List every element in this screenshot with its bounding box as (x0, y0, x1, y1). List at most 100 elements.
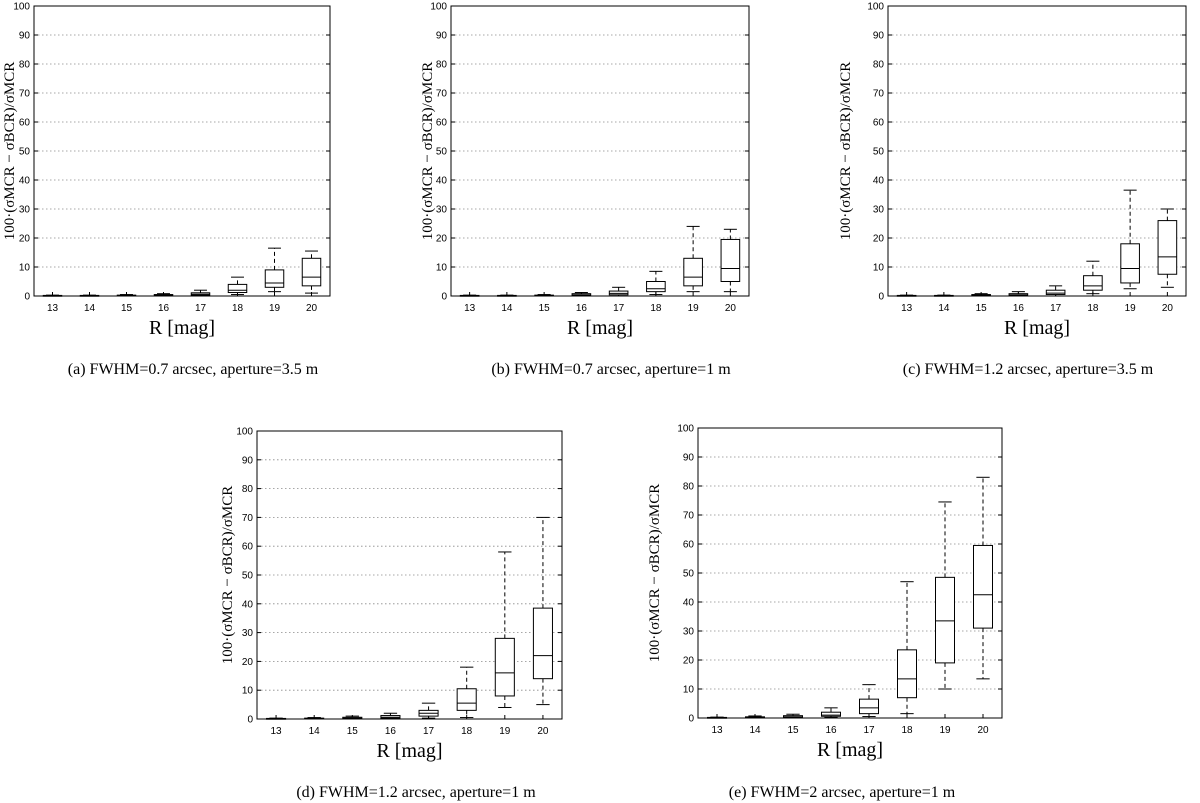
box-18 (227, 276, 248, 296)
x-tick-label: 15 (347, 726, 359, 737)
y-tick-label: 50 (19, 147, 31, 158)
box-17 (190, 289, 211, 297)
y-tick-label: 0 (441, 292, 447, 303)
y-tick-label: 50 (242, 571, 254, 582)
x-tick-label: 20 (725, 303, 737, 314)
x-tick-label: 20 (1162, 303, 1174, 314)
box-19 (935, 501, 955, 690)
chart-panel-b: 0 10 20 30 40 50 60 70 80 90 100 13 14 15 16 17 18 19 20 R … (420, 2, 750, 378)
panel-caption: (e) FWHM=2 arcsec, aperture=1 m (729, 784, 956, 801)
iqr-box (1120, 243, 1140, 284)
y-tick-label: 40 (873, 176, 885, 187)
y-tick-label: 50 (873, 147, 885, 158)
box-16 (1008, 291, 1029, 297)
box-19 (1120, 189, 1140, 290)
x-tick-label: 18 (1087, 303, 1099, 314)
iqr-box (973, 544, 993, 629)
x-tick-label: 13 (464, 303, 476, 314)
box-20 (1157, 208, 1178, 288)
y-tick-label: 90 (19, 31, 31, 42)
box-13 (459, 294, 480, 297)
box-20 (301, 250, 322, 294)
y-tick-label: 90 (683, 453, 695, 464)
box-20 (973, 476, 993, 680)
y-tick-label: 20 (242, 657, 254, 668)
x-tick-label: 20 (977, 725, 989, 736)
y-tick-label: 80 (242, 484, 254, 495)
box-15 (116, 294, 137, 297)
box-17 (859, 684, 879, 718)
y-tick-label: 0 (878, 292, 884, 303)
y-tick-label: 80 (436, 60, 448, 71)
y-tick-label: 100 (677, 424, 694, 435)
x-axis-label: R [mag] (1004, 317, 1070, 339)
box-17 (418, 702, 439, 719)
x-tick-label: 16 (385, 726, 397, 737)
y-tick-label: 80 (19, 60, 31, 71)
y-tick-label: 70 (436, 89, 448, 100)
y-tick-label: 30 (436, 205, 448, 216)
box-14 (934, 294, 954, 297)
x-tick-label: 15 (787, 725, 799, 736)
panel-caption: (d) FWHM=1.2 arcsec, aperture=1 m (296, 784, 536, 801)
x-tick-label: 17 (195, 303, 207, 314)
box-19 (264, 247, 285, 293)
panel-caption: (b) FWHM=0.7 arcsec, aperture=1 m (491, 361, 731, 378)
x-axis-label: R [mag] (149, 317, 215, 339)
y-tick-label: 60 (873, 118, 885, 129)
y-tick-label: 40 (242, 599, 254, 610)
x-axis-label: R [mag] (567, 317, 633, 339)
y-tick-label: 100 (236, 427, 253, 438)
y-tick-label: 60 (19, 118, 31, 129)
y-tick-label: 10 (242, 686, 254, 697)
y-tick-label: 30 (242, 628, 254, 639)
y-tick-label: 90 (873, 31, 885, 42)
x-tick-label: 17 (613, 303, 625, 314)
y-tick-label: 80 (683, 482, 695, 493)
y-axis-label: 100·(σMCR − σBCR)/σMCR (420, 62, 436, 241)
y-tick-label: 60 (683, 540, 695, 551)
x-tick-label: 20 (537, 726, 549, 737)
box-18 (897, 581, 917, 715)
x-tick-label: 18 (901, 725, 913, 736)
box-19 (683, 225, 703, 293)
iqr-box (646, 281, 666, 293)
chart-panel-d: 0 10 20 30 40 50 60 70 80 90 100 13 14 15 16 17 18 19 20 R … (220, 427, 563, 801)
panel-caption: (c) FWHM=1.2 arcsec, aperture=3.5 m (903, 361, 1154, 378)
box-15 (783, 713, 803, 719)
iqr-box (1045, 289, 1066, 296)
y-tick-label: 80 (873, 60, 885, 71)
x-tick-label: 19 (688, 303, 700, 314)
y-tick-label: 20 (683, 656, 695, 667)
iqr-box (494, 637, 515, 697)
box-17 (608, 286, 629, 297)
x-tick-label: 18 (232, 303, 244, 314)
box-13 (707, 716, 727, 719)
chart-panel-e: 0 10 20 30 40 50 60 70 80 90 100 13 14 15 16 17 18 19 20 R … (647, 424, 1003, 801)
x-tick-label: 20 (306, 303, 318, 314)
iqr-box (1157, 220, 1178, 275)
panel-caption: (a) FWHM=0.7 arcsec, aperture=3.5 m (68, 361, 319, 378)
iqr-box (720, 238, 741, 282)
x-tick-label: 18 (461, 726, 473, 737)
iqr-box (935, 576, 955, 664)
y-tick-label: 10 (873, 263, 885, 274)
y-tick-label: 30 (19, 205, 31, 216)
y-tick-label: 0 (24, 292, 30, 303)
x-tick-label: 16 (158, 303, 170, 314)
iqr-box (264, 269, 285, 288)
x-tick-label: 17 (1050, 303, 1062, 314)
x-tick-label: 14 (938, 303, 950, 314)
x-tick-label: 14 (749, 725, 761, 736)
x-tick-label: 16 (576, 303, 588, 314)
x-tick-label: 16 (825, 725, 837, 736)
iqr-box (821, 711, 841, 717)
y-tick-label: 0 (688, 714, 694, 725)
iqr-box (456, 688, 477, 711)
iqr-box (532, 607, 553, 680)
y-tick-label: 0 (247, 715, 253, 726)
y-tick-label: 20 (873, 234, 885, 245)
iqr-box (1083, 275, 1103, 291)
y-tick-label: 100 (13, 2, 30, 13)
